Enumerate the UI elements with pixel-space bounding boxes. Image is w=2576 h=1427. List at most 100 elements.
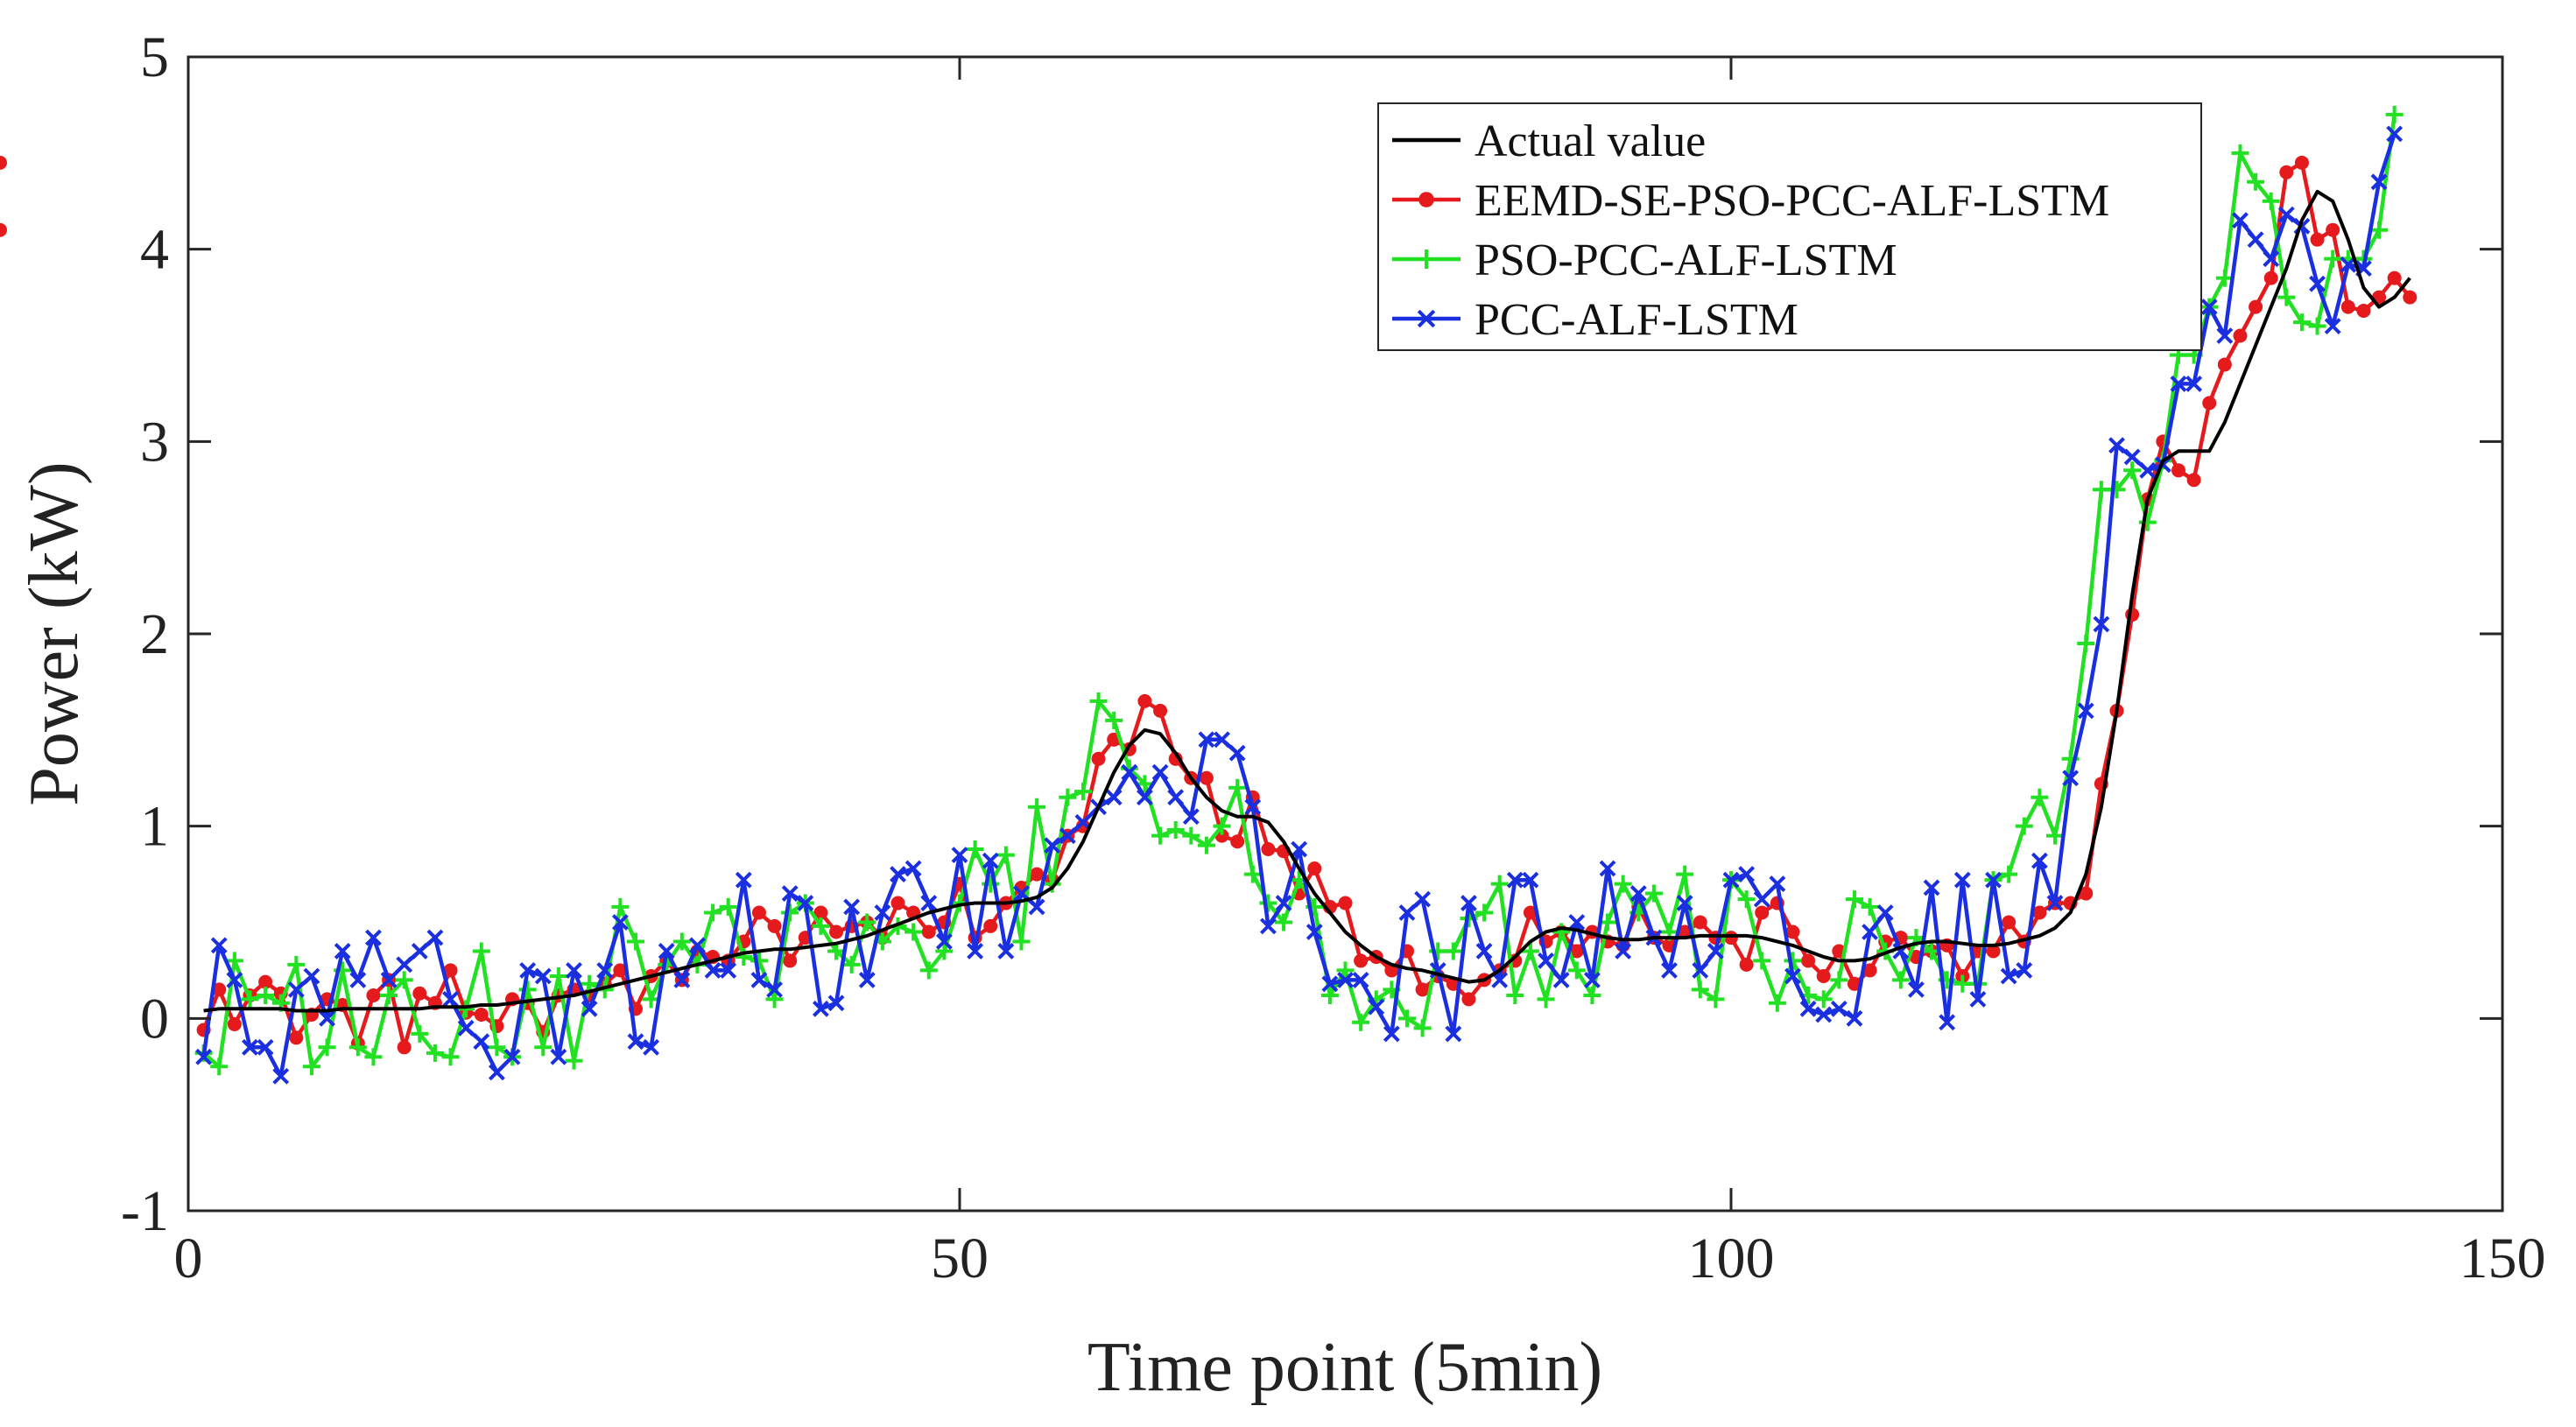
data-point-pcc-alf-lstm-77 <box>1368 998 1385 1016</box>
data-point-pcc-alf-lstm-38 <box>766 981 783 998</box>
data-point-eemd-se-pso-pcc-alf-lstm-55 <box>1030 867 1045 882</box>
data-point-pso-pcc-alf-lstm-28 <box>611 897 630 916</box>
data-point-pso-pcc-alf-lstm-67 <box>1213 817 1231 835</box>
data-point-pso-pcc-alf-lstm-143 <box>2385 105 2404 123</box>
data-point-pcc-alf-lstm-78 <box>1383 1025 1400 1043</box>
data-point-pcc-alf-lstm-9 <box>319 1009 335 1027</box>
data-point-pcc-alf-lstm-61 <box>1121 763 1138 781</box>
data-point-eemd-se-pso-pcc-alf-lstm-66 <box>1199 770 1214 785</box>
data-point-pso-pcc-alf-lstm-126 <box>2123 461 2142 480</box>
data-point-pso-pcc-alf-lstm-51 <box>966 840 984 859</box>
data-point-pso-pcc-alf-lstm-14 <box>395 971 413 989</box>
data-point-pso-pcc-alf-lstm-18 <box>457 1000 475 1018</box>
data-point-pso-pcc-alf-lstm-82 <box>1444 942 1462 960</box>
legend-item-actual-value: Actual value <box>1392 116 1706 166</box>
data-point-pcc-alf-lstm-46 <box>890 866 906 882</box>
data-point-eemd-se-pso-pcc-alf-lstm-106 <box>1816 969 1831 984</box>
data-point-eemd-se-pso-pcc-alf-lstm-75 <box>1338 896 1353 910</box>
data-point-pso-pcc-alf-lstm-15 <box>411 1024 429 1043</box>
data-point-pso-pcc-alf-lstm-75 <box>1336 961 1355 980</box>
data-point-pso-pcc-alf-lstm-41 <box>812 917 830 935</box>
data-point-pso-pcc-alf-lstm-62 <box>1136 775 1154 793</box>
data-point-pso-pcc-alf-lstm-134 <box>2247 172 2265 191</box>
data-point-pso-pcc-alf-lstm-42 <box>827 942 846 960</box>
data-point-pso-pcc-alf-lstm-142 <box>2370 221 2389 239</box>
data-point-eemd-se-pso-pcc-alf-lstm-48 <box>921 924 936 939</box>
data-point-pso-pcc-alf-lstm-5 <box>257 986 275 1004</box>
data-point-pso-pcc-alf-lstm-58 <box>1073 783 1092 801</box>
data-point-pcc-alf-lstm-60 <box>1105 789 1123 806</box>
data-point-pcc-alf-lstm-50 <box>951 847 968 864</box>
data-point-pcc-alf-lstm-55 <box>1028 898 1045 916</box>
data-point-pcc-alf-lstm-89 <box>1552 971 1570 988</box>
data-point-pcc-alf-lstm-48 <box>920 895 938 911</box>
y-tick-label--1: -1 <box>121 1179 169 1243</box>
data-point-pcc-alf-lstm-107 <box>1830 1000 1848 1017</box>
y-tick-label-3: 3 <box>140 410 169 474</box>
data-point-pcc-alf-lstm-110 <box>1876 904 1894 921</box>
data-point-pcc-alf-lstm-26 <box>581 1000 598 1017</box>
data-point-pso-pcc-alf-lstm-103 <box>1768 994 1786 1012</box>
data-point-pso-pcc-alf-lstm-63 <box>1151 826 1170 845</box>
data-point-eemd-se-pso-pcc-alf-lstm-143 <box>2387 271 2402 285</box>
plot-frame <box>187 55 2504 1213</box>
data-point-pcc-alf-lstm-132 <box>2216 327 2234 344</box>
data-point-pcc-alf-lstm-8 <box>303 967 320 985</box>
data-point-pso-pcc-alf-lstm-125 <box>2108 481 2126 499</box>
data-point-eemd-se-pso-pcc-alf-lstm-140 <box>2340 299 2355 314</box>
data-point-pso-pcc-alf-lstm-59 <box>1089 692 1108 710</box>
data-point-eemd-se-pso-pcc-alf-lstm-63 <box>1153 703 1168 718</box>
data-point-eemd-se-pso-pcc-alf-lstm-68 <box>1230 834 1245 849</box>
data-point-eemd-se-pso-pcc-alf-lstm-64 <box>1168 751 1183 766</box>
data-point-pcc-alf-lstm-25 <box>566 962 582 979</box>
data-point-pcc-alf-lstm-142 <box>2370 173 2388 191</box>
data-point-pso-pcc-alf-lstm-133 <box>2231 144 2249 162</box>
data-point-pcc-alf-lstm-28 <box>611 914 629 931</box>
data-point-eemd-se-pso-pcc-alf-lstm-39 <box>783 953 798 968</box>
data-point-pcc-alf-lstm-74 <box>1321 975 1339 993</box>
data-point-eemd-se-pso-pcc-alf-lstm-7 <box>289 1030 304 1045</box>
data-point-pcc-alf-lstm-140 <box>2340 256 2357 273</box>
data-point-eemd-se-pso-pcc-alf-lstm-undefined <box>0 222 7 237</box>
data-point-pcc-alf-lstm-122 <box>2062 770 2080 787</box>
data-point-pso-pcc-alf-lstm-91 <box>1583 986 1601 1004</box>
data-point-pso-pcc-alf-lstm-84 <box>1475 903 1494 922</box>
data-point-eemd-se-pso-pcc-alf-lstm-87 <box>1523 905 1538 920</box>
data-point-pso-pcc-alf-lstm-80 <box>1413 1019 1432 1037</box>
data-point-eemd-se-pso-pcc-alf-lstm-12 <box>366 988 381 1002</box>
data-point-pso-pcc-alf-lstm-115 <box>1953 974 1972 993</box>
data-point-pcc-alf-lstm-31 <box>658 943 675 960</box>
legend-label-pso-pcc-alf-lstm: PSO-PCC-ALF-LSTM <box>1475 235 1897 285</box>
data-point-pso-pcc-alf-lstm-121 <box>2046 826 2065 845</box>
data-point-pcc-alf-lstm-36 <box>735 871 752 889</box>
data-point-pso-pcc-alf-lstm-90 <box>1567 961 1586 980</box>
x-tick-label-50: 50 <box>931 1227 989 1290</box>
data-point-eemd-se-pso-pcc-alf-lstm-97 <box>1678 924 1693 939</box>
data-point-pso-pcc-alf-lstm-23 <box>534 1038 553 1057</box>
data-point-pso-pcc-alf-lstm-57 <box>1059 788 1077 806</box>
data-point-eemd-se-pso-pcc-alf-lstm-120 <box>2032 905 2047 920</box>
data-point-pso-pcc-alf-lstm-65 <box>1182 826 1200 845</box>
data-point-pcc-alf-lstm-106 <box>1815 1006 1833 1023</box>
data-point-pso-pcc-alf-lstm-86 <box>1506 986 1524 1004</box>
data-point-eemd-se-pso-pcc-alf-lstm-17 <box>443 963 458 978</box>
data-point-pcc-alf-lstm-24 <box>550 1048 567 1065</box>
data-point-eemd-se-pso-pcc-alf-lstm-52 <box>983 918 998 933</box>
data-point-eemd-se-pso-pcc-alf-lstm-76 <box>1354 953 1369 968</box>
data-point-eemd-se-pso-pcc-alf-lstm-80 <box>1415 982 1430 997</box>
data-point-eemd-se-pso-pcc-alf-lstm-101 <box>1739 957 1754 972</box>
data-point-pcc-alf-lstm-112 <box>1908 981 1925 998</box>
data-point-pcc-alf-lstm-124 <box>2093 615 2110 633</box>
data-point-pcc-alf-lstm-42 <box>827 995 845 1012</box>
data-point-pso-pcc-alf-lstm-93 <box>1614 875 1632 893</box>
data-point-eemd-se-pso-pcc-alf-lstm-3 <box>227 1016 242 1031</box>
data-point-eemd-se-pso-pcc-alf-lstm-2 <box>212 982 227 997</box>
data-point-pso-pcc-alf-lstm-64 <box>1166 821 1185 840</box>
x-axis-title: Time point (5min) <box>1087 1329 1602 1406</box>
data-point-pcc-alf-lstm-21 <box>503 1048 521 1065</box>
data-point-pcc-alf-lstm-83 <box>1460 895 1477 911</box>
legend-item-eemd-se-pso-pcc-alf-lstm: EEMD-SE-PSO-PCC-ALF-LSTM <box>1392 176 2109 226</box>
data-point-pcc-alf-lstm-88 <box>1538 953 1554 969</box>
data-point-pcc-alf-lstm-136 <box>2277 206 2295 223</box>
data-point-pcc-alf-lstm-68 <box>1228 744 1246 762</box>
